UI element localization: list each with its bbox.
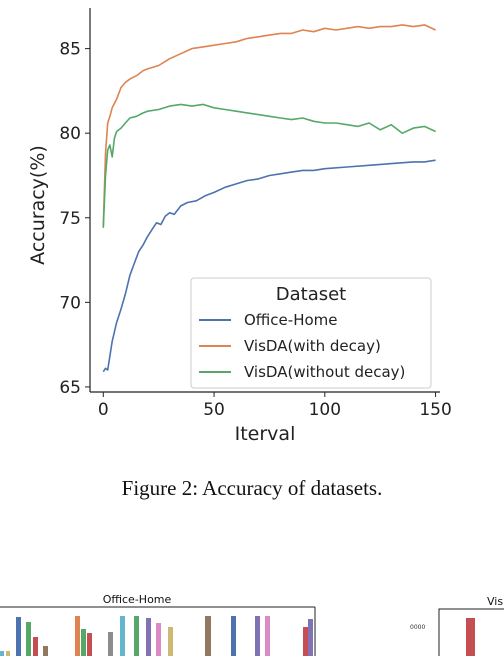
figure-caption: Figure 2: Accuracy of datasets. — [121, 476, 383, 500]
strip-bar — [87, 633, 92, 656]
strip-bar — [265, 616, 270, 656]
x-tick-label: 100 — [309, 400, 341, 420]
strip-bar — [308, 619, 313, 656]
accuracy-line-chart: 65 70 75 80 85 0 50 100 150 Iterval Accuracy(%) Da… — [27, 8, 452, 445]
y-tick-label: 70 — [59, 293, 81, 313]
x-tick-label: 50 — [203, 400, 225, 420]
strip-bar — [26, 622, 31, 656]
strip-right-tick: 0000 — [410, 624, 425, 631]
strip-bar — [303, 627, 308, 656]
series-line-0 — [102, 159, 436, 373]
y-tick-label: 65 — [59, 378, 81, 398]
strip-right-frame — [438, 608, 504, 656]
series-layer — [102, 24, 436, 373]
legend-title: Dataset — [276, 284, 347, 305]
legend-entry: VisDA(with decay) — [244, 337, 381, 355]
strip-bar — [134, 616, 139, 656]
strip-bar — [16, 617, 21, 656]
strip-bar — [108, 632, 113, 656]
strip-left-title: Office-Home — [103, 593, 172, 606]
strip-bar — [75, 616, 80, 656]
strip-bar — [168, 627, 173, 656]
strip-bar — [0, 651, 4, 656]
strip-bar — [33, 637, 38, 656]
legend-entry: Office-Home — [244, 311, 338, 329]
strip-bar — [146, 618, 151, 656]
x-axis-label: Iterval — [235, 423, 296, 445]
series-line-2 — [102, 103, 436, 228]
strip-bar — [6, 651, 10, 656]
legend: Dataset Office-Home VisDA(with decay) VisDA… — [190, 277, 432, 389]
strip-bar — [156, 623, 161, 656]
series-line-1 — [102, 24, 436, 227]
strip-bars — [0, 616, 313, 656]
strip-bar — [255, 616, 260, 656]
bottom-figure-strip: Office-Home Visl 0000 — [0, 593, 504, 656]
strip-bar — [120, 616, 125, 656]
strip-bar — [43, 646, 48, 656]
y-tick-label: 75 — [59, 209, 81, 229]
strip-right-bar — [466, 618, 475, 656]
x-tick-label: 0 — [98, 400, 109, 420]
y-tick-label: 85 — [59, 40, 81, 60]
strip-bar — [231, 616, 236, 656]
strip-bar — [205, 616, 211, 656]
y-tick-label: 80 — [59, 124, 81, 144]
legend-box — [190, 277, 432, 389]
strip-bar — [81, 629, 86, 656]
legend-entry: VisDA(without decay) — [244, 363, 405, 381]
axes: 65 70 75 80 85 0 50 100 150 Iterval Accuracy(%) — [27, 8, 452, 445]
y-axis-label: Accuracy(%) — [27, 145, 49, 265]
x-tick-label: 150 — [419, 400, 451, 420]
strip-right-title: Visl — [487, 595, 504, 608]
